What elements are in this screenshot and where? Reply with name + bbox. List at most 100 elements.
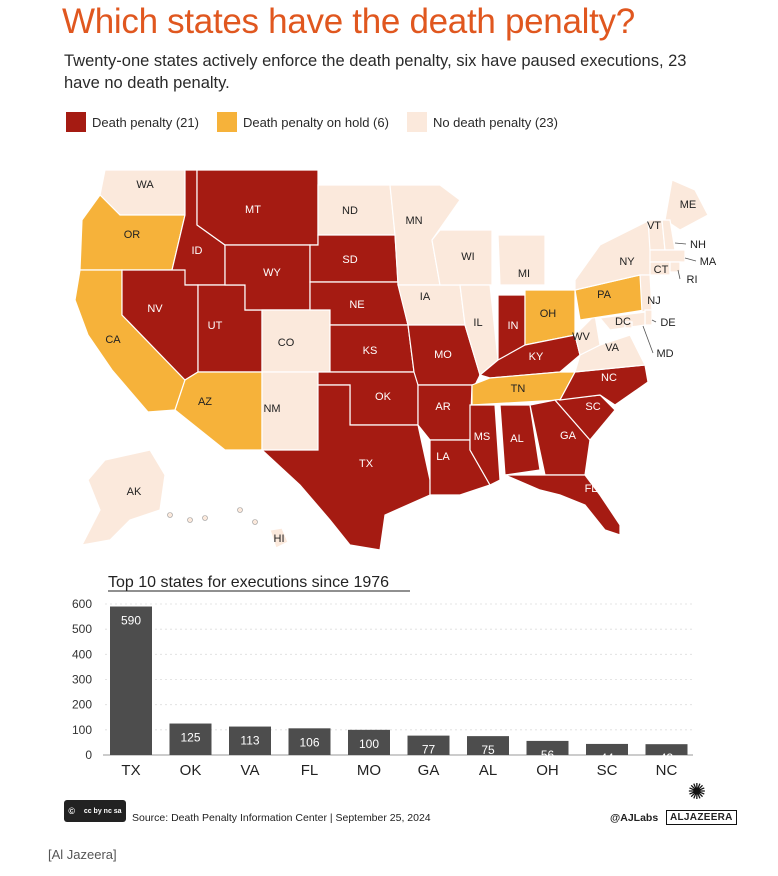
island-shape (167, 512, 173, 518)
island-shape (202, 515, 208, 521)
bar-value-label: 44 (600, 751, 614, 765)
state-label: NY (619, 256, 635, 268)
state-wi: WI (431, 229, 493, 286)
x-tick-label: OK (180, 762, 202, 779)
image-credit: [Al Jazeera] (48, 847, 117, 862)
us-map: WA OR CA ID NV UT AZ MT WY CO NM ND SD NE KS OK TX MN IA MO… (74, 169, 717, 551)
state-ia: IA (397, 284, 466, 326)
state-al: AL (499, 404, 541, 476)
ajlabs-handle: @AJLabs (610, 812, 659, 824)
state-shape (80, 449, 166, 546)
state-label: CO (278, 337, 295, 349)
state-nm: NM (261, 371, 319, 451)
bar-chart: Top 10 states for executions since 1976 0… (72, 574, 693, 779)
state-ct: CT (649, 261, 671, 276)
state-shape (664, 179, 709, 231)
y-tick-label: 500 (72, 622, 92, 636)
state-de: DE (644, 309, 676, 329)
legend-swatch (66, 112, 86, 132)
bar-ga (407, 735, 450, 755)
legend-item-on-hold: Death penalty on hold (6) (216, 112, 389, 132)
bar-value-label: 77 (422, 743, 436, 757)
state-fl: FL (504, 474, 621, 536)
state-label: HI (274, 533, 285, 545)
state-mi: MI (497, 234, 546, 286)
state-leader-line (651, 319, 657, 323)
state-label: TN (511, 383, 526, 395)
bar-value-label: 75 (481, 743, 495, 757)
state-label: IL (473, 317, 482, 329)
state-label: MA (700, 256, 717, 268)
page-title: Which states have the death penalty? (62, 2, 635, 41)
state-nd: ND (317, 184, 396, 236)
legend-item-death-penalty: Death penalty (21) (66, 112, 199, 132)
state-shape (469, 404, 501, 486)
cc-icon: © (68, 806, 76, 816)
state-label: IN (508, 320, 519, 332)
x-tick-label: SC (597, 762, 618, 779)
x-tick-label: MO (357, 762, 381, 779)
x-tick-label: OH (536, 762, 559, 779)
state-label: AR (435, 401, 450, 413)
state-leader-line (674, 242, 687, 245)
state-nh: NH (661, 219, 706, 251)
state-label: SD (342, 254, 357, 266)
bar-fl (288, 728, 331, 755)
state-label: VT (647, 220, 661, 232)
state-shape (574, 334, 646, 373)
license-text: cc by nc sa (83, 807, 122, 815)
bar-value-label: 56 (541, 748, 555, 762)
state-label: KS (363, 345, 378, 357)
state-label: OR (124, 229, 141, 241)
state-label: RI (687, 274, 698, 286)
state-shape (649, 261, 671, 276)
bar-tx (110, 606, 152, 755)
bar-value-label: 113 (240, 734, 259, 748)
y-tick-label: 300 (72, 673, 92, 687)
bar-value-label: 125 (180, 731, 200, 745)
state-ma: MA (649, 249, 717, 268)
state-me: ME (664, 179, 709, 231)
state-ak: AK (80, 449, 166, 546)
y-tick-label: 200 (72, 698, 92, 712)
y-tick-label: 600 (72, 597, 92, 611)
state-shape (598, 311, 646, 331)
bar-nc (645, 744, 688, 755)
state-shape (499, 404, 541, 476)
state-label: CA (105, 334, 121, 346)
x-tick-label: FL (301, 762, 319, 779)
bar-mo (348, 729, 390, 755)
state-label: SC (585, 401, 600, 413)
chart-title: Top 10 states for executions since 1976 (108, 574, 389, 591)
state-label: IA (420, 291, 431, 303)
state-label: NM (263, 403, 280, 415)
island-shape (252, 519, 258, 525)
state-shape (624, 321, 633, 329)
state-wv: WV (572, 313, 601, 356)
state-ar: AR (417, 384, 473, 441)
legend-label: Death penalty on hold (6) (242, 114, 389, 130)
state-label: MT (245, 204, 261, 216)
state-nj: NJ (639, 274, 661, 313)
bar-oh (526, 740, 569, 755)
state-ga: GA (529, 399, 591, 476)
state-shape (644, 309, 653, 326)
state-hi: HI (269, 527, 289, 549)
bar-al (467, 736, 509, 755)
state-label: GA (560, 430, 577, 442)
y-tick-label: 100 (72, 723, 92, 737)
state-ms: MS (469, 404, 501, 486)
state-label: WY (263, 267, 281, 279)
state-label: KY (529, 351, 544, 363)
bar-value-label: 100 (359, 737, 379, 751)
state-label: AL (510, 433, 523, 445)
state-label: MS (474, 431, 491, 443)
footer: © cc by nc sa Source: Death Penalty Info… (64, 779, 737, 828)
bar-value-label: 106 (299, 735, 319, 749)
state-label: WI (461, 251, 474, 263)
state-leader-line (684, 257, 697, 262)
y-tick-label: 0 (85, 748, 92, 762)
state-label: DE (660, 317, 675, 329)
state-label: NH (690, 239, 706, 251)
